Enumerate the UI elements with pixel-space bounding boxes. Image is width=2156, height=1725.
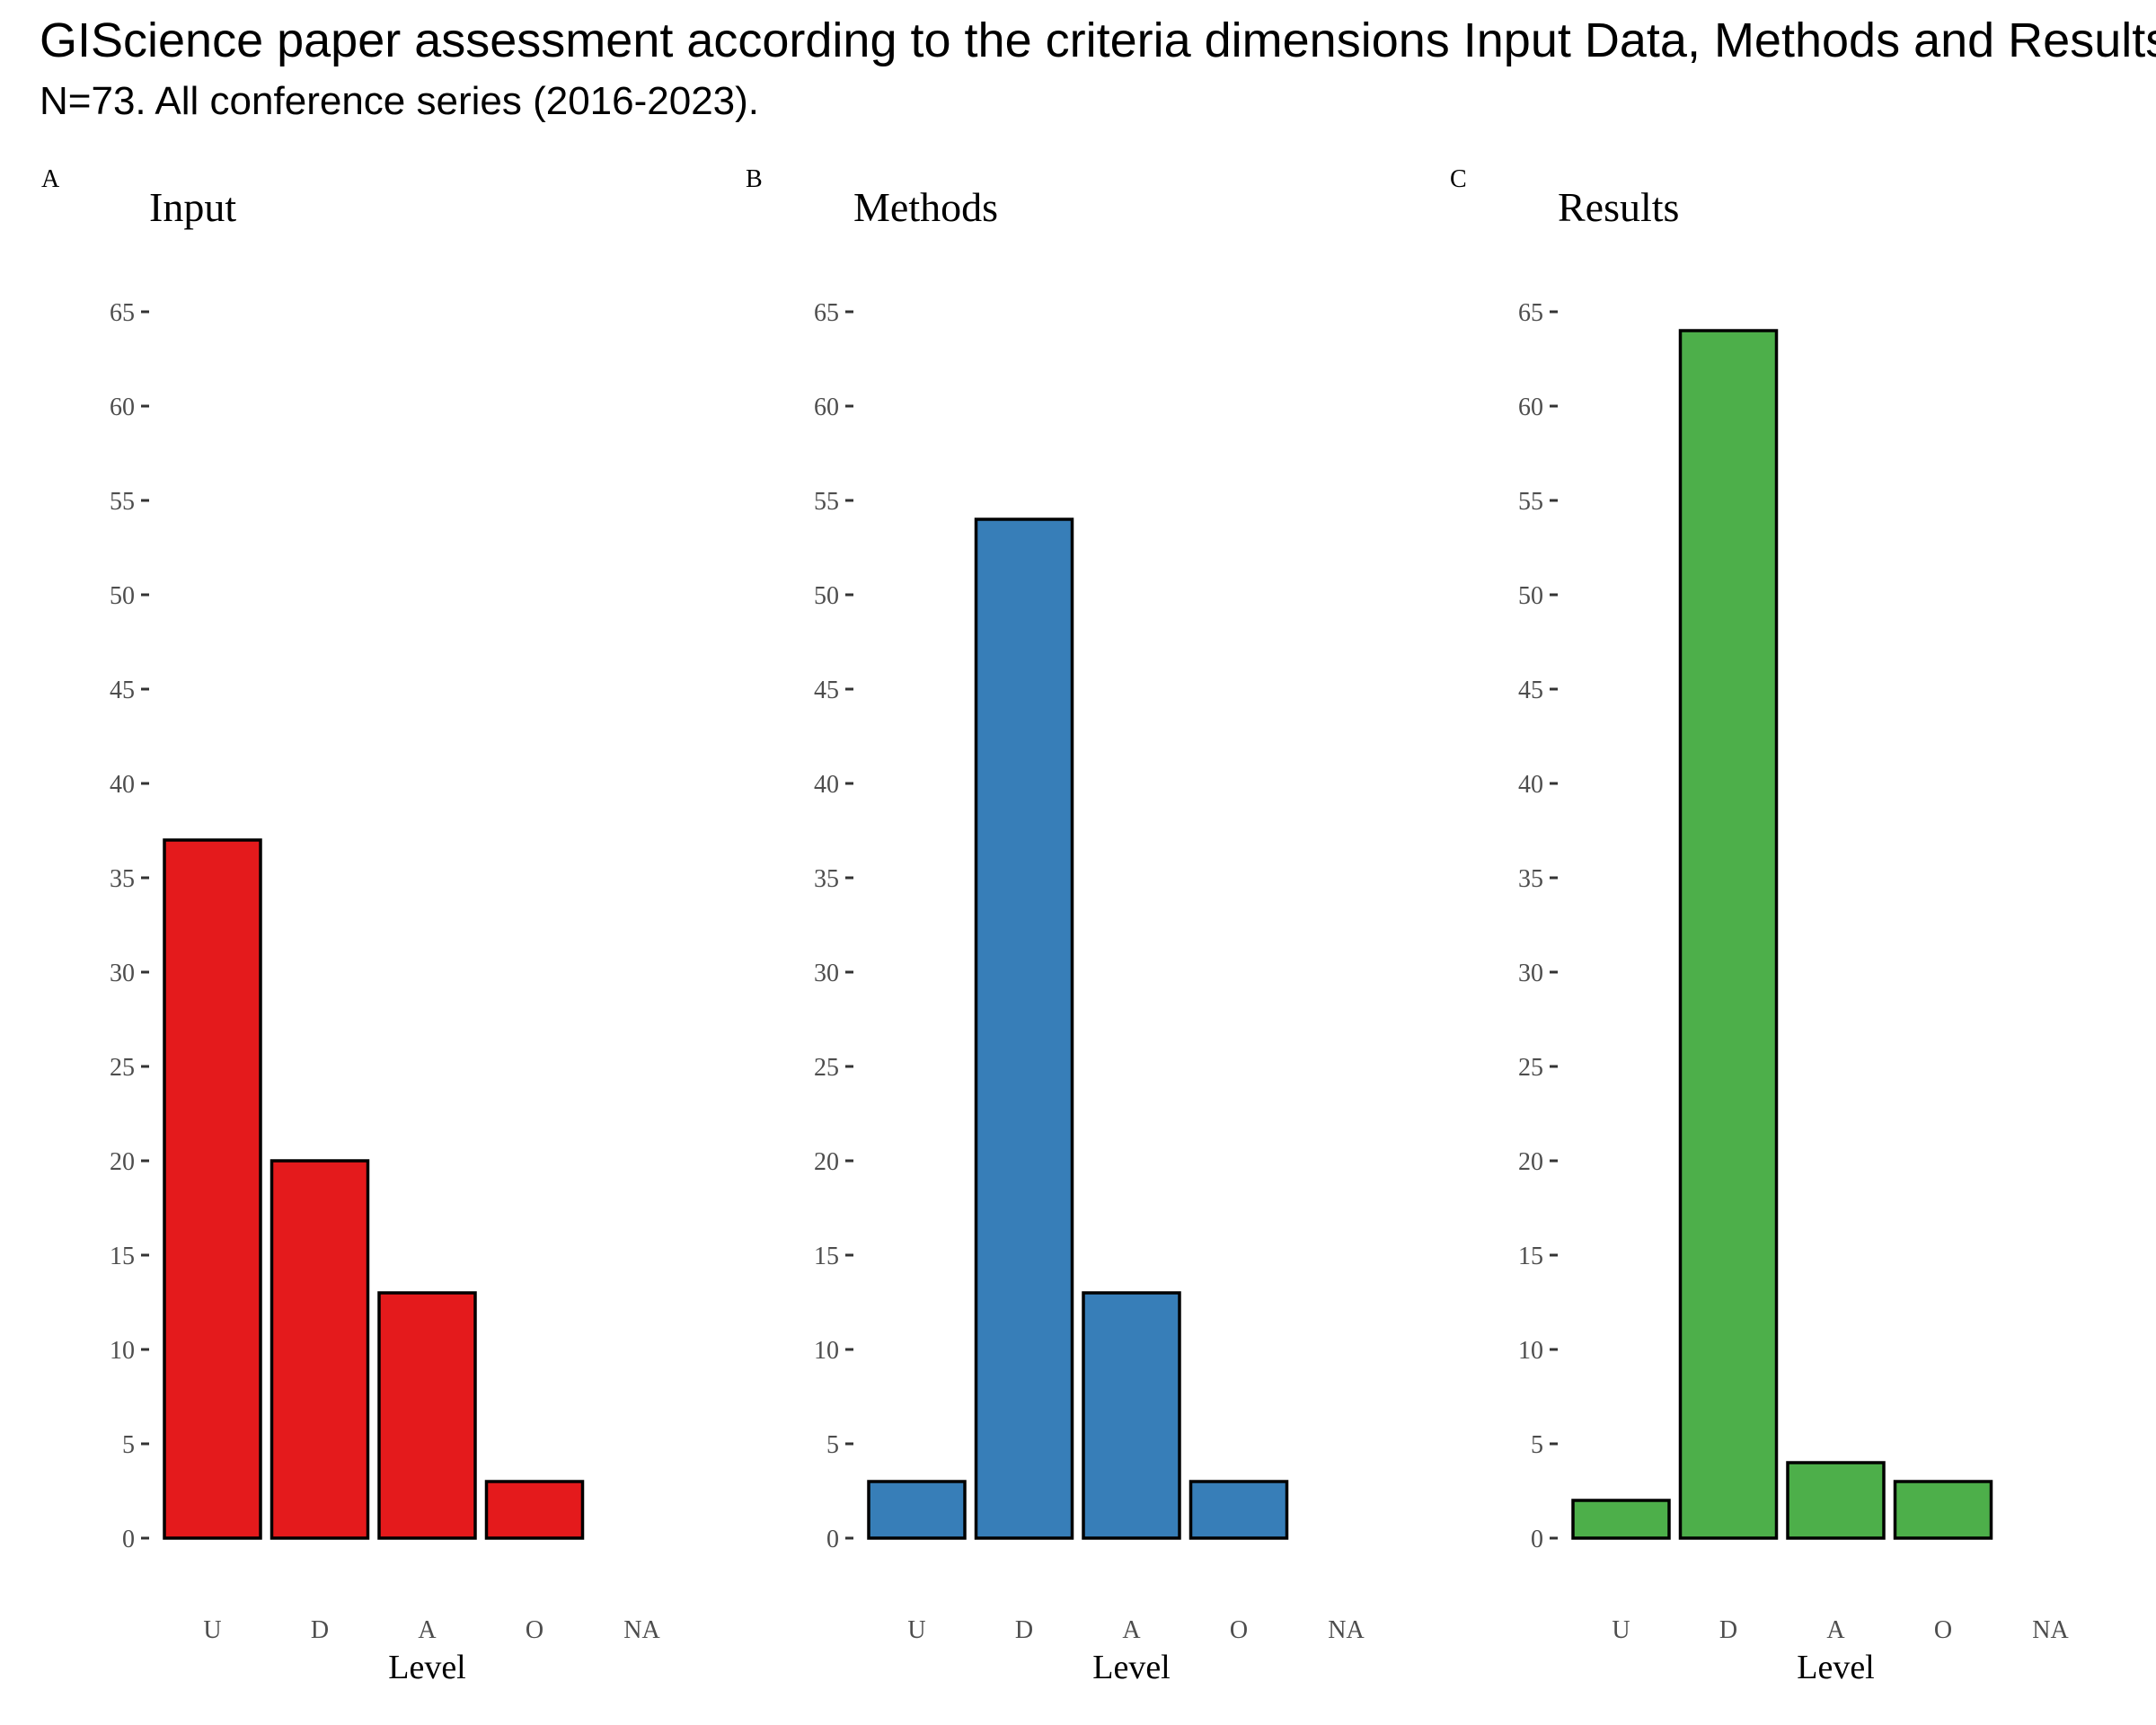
- panel-results-ytick-label: 25: [1518, 1054, 1543, 1082]
- panel-methods-ytick-label: 40: [814, 771, 839, 799]
- panel-input-ytick-label: 25: [110, 1054, 135, 1082]
- panel-results-ytick-label: 15: [1518, 1243, 1543, 1270]
- panel-methods-xlabel: Level: [1092, 1649, 1171, 1686]
- panel-methods-bar-a: [1082, 1291, 1181, 1540]
- panel-methods-ytick-label: 60: [814, 394, 839, 421]
- panel-methods-ytick-label: 55: [814, 488, 839, 516]
- panel-methods-bar-u: [867, 1480, 967, 1540]
- panel-methods-xtick-label: NA: [1328, 1616, 1365, 1644]
- panel-results-xlabel: Level: [1797, 1649, 1875, 1686]
- panel-methods-ytick-label: 0: [826, 1526, 839, 1553]
- panel-results-ytick-label: 40: [1518, 771, 1543, 799]
- panel-results-xtick-label: O: [1934, 1616, 1952, 1644]
- panel-input-ytick-label: 10: [110, 1337, 135, 1365]
- panel-input-ytick-label: 65: [110, 299, 135, 327]
- panel-methods-ytick-label: 25: [814, 1054, 839, 1082]
- figure-subtitle: N=73. All conference series (2016-2023).: [40, 79, 760, 123]
- panel-input-xlabel: Level: [388, 1649, 466, 1686]
- panel-methods-xtick-label: D: [1015, 1616, 1033, 1644]
- panel-methods-bar-d: [974, 518, 1074, 1540]
- panel-methods-xtick-label: O: [1230, 1616, 1248, 1644]
- panel-input-xtick-label: A: [418, 1616, 437, 1644]
- panel-results-title: Results: [1558, 184, 1679, 230]
- panel-methods-title: Methods: [853, 184, 998, 230]
- panel-input-bar-o: [484, 1480, 585, 1540]
- panel-input-ytick-label: 5: [122, 1431, 135, 1459]
- panel-methods-ytick-label: 15: [814, 1243, 839, 1270]
- panel-results-xtick-label: NA: [2032, 1616, 2069, 1644]
- panel-results-bar-u: [1571, 1499, 1671, 1540]
- panel-results-ytick-label: 65: [1518, 299, 1543, 327]
- panel-input-title: Input: [149, 184, 236, 230]
- panel-results-ytick-label: 30: [1518, 960, 1543, 987]
- panel-input-ytick-label: 35: [110, 865, 135, 893]
- panel-input-ytick-label: 60: [110, 394, 135, 421]
- panel-input-xtick-label: U: [203, 1616, 221, 1644]
- panel-methods-ytick-label: 45: [814, 677, 839, 704]
- panel-methods-xtick-label: A: [1122, 1616, 1141, 1644]
- panel-results-xtick-label: D: [1719, 1616, 1737, 1644]
- panel-methods-ytick-label: 65: [814, 299, 839, 327]
- panel-input-ytick-label: 15: [110, 1243, 135, 1270]
- panel-results-ytick-label: 50: [1518, 582, 1543, 610]
- panel-results-ytick-label: 60: [1518, 394, 1543, 421]
- panel-methods-bar-o: [1188, 1480, 1289, 1540]
- panel-results-bar-o: [1893, 1480, 1993, 1540]
- panel-results-bar-d: [1678, 329, 1779, 1540]
- panel-results-ytick-label: 20: [1518, 1148, 1543, 1176]
- panel-results-ytick-label: 55: [1518, 488, 1543, 516]
- panel-input-bar-d: [270, 1159, 370, 1540]
- panel-input-ytick-label: 55: [110, 488, 135, 516]
- panel-input-bar-u: [163, 838, 262, 1540]
- panel-input-ytick-label: 40: [110, 771, 135, 799]
- panel-results-ytick-label: 10: [1518, 1337, 1543, 1365]
- panel-methods-ytick-label: 20: [814, 1148, 839, 1176]
- panel-results-xtick-label: A: [1826, 1616, 1845, 1644]
- panel-methods-ytick-label: 5: [826, 1431, 839, 1459]
- panel-results-ytick-label: 5: [1531, 1431, 1543, 1459]
- panel-methods-xtick-label: U: [907, 1616, 925, 1644]
- panel-input-ytick-label: 0: [122, 1526, 135, 1553]
- panel-results-ytick-label: 35: [1518, 865, 1543, 893]
- panel-methods-ytick-label: 35: [814, 865, 839, 893]
- panel-input-bar-a: [377, 1291, 477, 1540]
- panel-results-ytick-label: 45: [1518, 677, 1543, 704]
- panel-input-ytick-label: 20: [110, 1148, 135, 1176]
- panel-input-ytick-label: 30: [110, 960, 135, 987]
- panel-results-xtick-label: U: [1612, 1616, 1630, 1644]
- figure-title: GIScience paper assessment according to …: [40, 13, 2156, 67]
- panel-methods-ytick-label: 30: [814, 960, 839, 987]
- panel-methods-tag: B: [746, 165, 763, 193]
- panel-results-ytick-label: 0: [1531, 1526, 1543, 1553]
- panel-results-tag: C: [1450, 165, 1467, 193]
- panel-input-ytick-label: 50: [110, 582, 135, 610]
- panel-input-xtick-label: NA: [623, 1616, 660, 1644]
- panel-methods-ytick-label: 50: [814, 582, 839, 610]
- panel-input-ytick-label: 45: [110, 677, 135, 704]
- panel-input-xtick-label: D: [311, 1616, 329, 1644]
- panel-results-bar-a: [1786, 1461, 1886, 1540]
- panel-input-tag: A: [41, 165, 60, 193]
- panel-methods-ytick-label: 10: [814, 1337, 839, 1365]
- panel-input-xtick-label: O: [526, 1616, 543, 1644]
